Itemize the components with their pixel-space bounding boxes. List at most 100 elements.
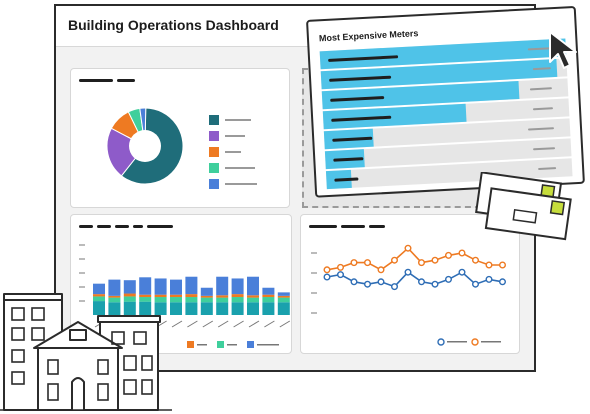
bar-segment	[277, 295, 290, 298]
bar-segment	[216, 276, 229, 296]
bar-segment	[231, 294, 244, 298]
bar-segment	[216, 302, 229, 315]
data-point	[350, 259, 358, 267]
legend-swatch	[187, 341, 194, 348]
bar-segment	[200, 287, 213, 296]
data-point	[444, 275, 452, 283]
meter-value-placeholder	[527, 127, 555, 131]
bar-segment	[108, 302, 121, 315]
bar-segment	[154, 297, 167, 303]
legend-label-placeholder	[197, 344, 207, 346]
data-point	[337, 271, 345, 279]
data-point	[404, 268, 412, 276]
x-tick-label-placeholder	[217, 320, 229, 328]
bar-segment	[154, 302, 167, 315]
window-title: Building Operations Dashboard	[68, 17, 279, 33]
legend-swatch	[209, 115, 219, 125]
bar-segment	[139, 277, 152, 295]
stacked-bar-chart	[79, 244, 291, 348]
bar-segment	[123, 293, 136, 297]
bar-segment	[231, 297, 244, 303]
line-chart	[311, 244, 506, 346]
data-point	[323, 266, 331, 274]
most-expensive-meters-card[interactable]: Most Expensive Meters	[306, 5, 585, 198]
card-title-placeholder	[79, 225, 93, 228]
bar-segment	[170, 294, 182, 298]
card-title-placeholder	[147, 225, 173, 228]
bar-segment	[262, 297, 275, 303]
legend-swatch	[209, 131, 219, 141]
bar-segment	[139, 294, 152, 298]
bar-segment	[277, 302, 290, 315]
meter-name-placeholder	[334, 177, 359, 182]
bar-segment	[200, 297, 213, 303]
data-point	[364, 280, 372, 288]
cursor-arrow-icon	[549, 31, 577, 69]
data-point	[431, 256, 439, 264]
card-title-placeholder	[115, 225, 129, 228]
legend-swatch	[209, 163, 219, 173]
bar-segment	[108, 297, 121, 303]
x-tick-label-placeholder	[202, 320, 214, 328]
bar-segment	[247, 295, 259, 298]
bar-segment	[154, 294, 167, 298]
data-point	[485, 275, 493, 283]
bar-segment	[216, 295, 229, 298]
x-tick-label-placeholder	[171, 320, 183, 328]
meter-value-placeholder	[533, 147, 556, 151]
card-title-placeholder	[79, 79, 113, 82]
card-title-placeholder	[309, 225, 337, 228]
bar-segment	[185, 297, 198, 303]
x-tick-label-placeholder	[264, 320, 275, 328]
bar-segment	[123, 301, 136, 315]
bar-segment	[154, 278, 167, 295]
legend-label-placeholder	[225, 167, 255, 169]
card-title-placeholder	[117, 79, 135, 82]
meter-value-placeholder	[529, 87, 552, 91]
x-tick-label-placeholder	[187, 320, 198, 328]
meter-value-placeholder	[532, 107, 554, 111]
bar-segment	[170, 279, 182, 295]
legend-label-placeholder	[225, 151, 241, 153]
legend-swatch	[217, 341, 224, 348]
data-point	[498, 261, 506, 269]
x-tick-label-placeholder	[248, 320, 260, 328]
data-point	[471, 256, 479, 264]
data-point	[458, 249, 466, 257]
donut-hole	[129, 130, 161, 162]
legend-marker	[471, 338, 479, 346]
card-title-placeholder	[133, 225, 143, 228]
bar-segment	[185, 294, 198, 298]
bar-segment	[262, 302, 275, 315]
bar-segment	[200, 302, 213, 315]
card-title-placeholder	[97, 225, 111, 228]
bar-segment	[262, 287, 275, 295]
bar-segment	[93, 301, 105, 315]
donut-chart-card	[70, 68, 290, 208]
bar-segment	[170, 297, 182, 303]
legend-label-placeholder	[481, 341, 501, 343]
card-title-placeholder	[369, 225, 385, 228]
card-title-placeholder	[341, 225, 365, 228]
bar-segment	[262, 294, 275, 298]
bar-segment	[247, 297, 259, 303]
bar-segment	[93, 283, 105, 295]
bar-segment	[170, 302, 182, 315]
bar-segment	[247, 302, 259, 315]
line-chart-card	[300, 214, 520, 354]
bar-segment	[108, 295, 121, 298]
legend-swatch	[209, 147, 219, 157]
legend-label-placeholder	[225, 135, 245, 137]
data-point	[390, 283, 398, 291]
legend-marker	[437, 338, 445, 346]
bar-segment	[231, 278, 244, 295]
meter-value-placeholder	[538, 167, 557, 171]
data-point	[417, 278, 425, 286]
data-point	[444, 251, 452, 259]
data-point	[377, 278, 385, 286]
data-point	[364, 259, 372, 267]
donut-chart	[106, 107, 257, 189]
envelope-icon	[475, 172, 572, 241]
data-point	[337, 263, 345, 271]
bar-segment	[200, 295, 213, 298]
